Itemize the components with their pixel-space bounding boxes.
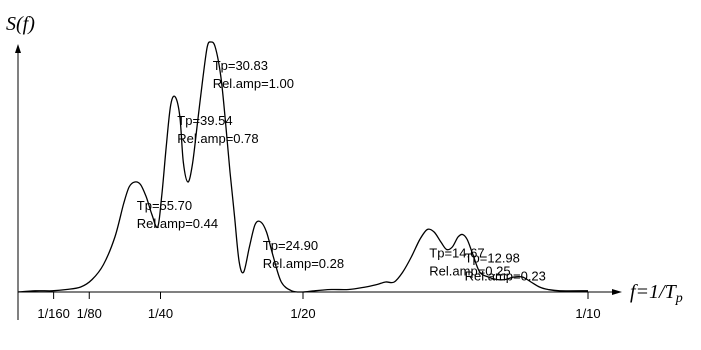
x-axis-arrow-icon [612, 289, 622, 295]
peak-amplitude-label: Rel.amp=1.00 [213, 76, 294, 91]
x-ticks: 1/160 1/80 1/40 1/20 1/10 [37, 292, 601, 321]
x-tick-label: 1/10 [575, 306, 600, 321]
y-axis-label: S(f) [6, 13, 35, 35]
series-line [17, 41, 589, 293]
axes [15, 44, 622, 320]
y-axis-arrow-icon [15, 44, 21, 53]
peak-period-label: Tp=39.54 [177, 113, 232, 128]
peak-amplitude-label: Rel.amp=0.28 [263, 256, 344, 271]
peak-annotations: Tp=55.70 Rel.amp=0.44 Tp=39.54 Rel.amp=0.78… [137, 58, 546, 284]
peak-amplitude-label: Rel.amp=0.23 [465, 269, 546, 284]
peak-period-label: Tp=14.67 [429, 246, 484, 261]
x-axis-label: f=1/Tp [630, 281, 683, 306]
peak-period-label: Tp=30.83 [213, 58, 268, 73]
peak-amplitude-label: Rel.amp=0.44 [137, 216, 218, 231]
x-tick-label: 1/160 [37, 306, 70, 321]
peak-period-label: Tp=55.70 [137, 198, 192, 213]
x-tick-label: 1/40 [148, 306, 173, 321]
peak-period-label: Tp=12.98 [465, 251, 520, 266]
peak-amplitude-label: Rel.amp=0.25 [429, 264, 510, 279]
peak-amplitude-label: Rel.amp=0.78 [177, 131, 258, 146]
peak-period-label: Tp=24.90 [263, 238, 318, 253]
x-tick-label: 1/80 [77, 306, 102, 321]
x-tick-label: 1/20 [290, 306, 315, 321]
